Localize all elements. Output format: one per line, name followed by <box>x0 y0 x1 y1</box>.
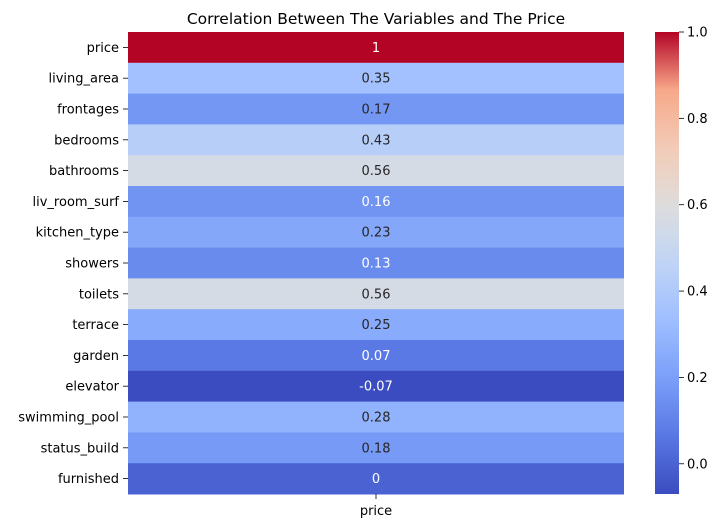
heatmap-cell-showers <box>128 247 624 279</box>
row-label-frontages: frontages <box>57 103 119 118</box>
heatmap-cell-swimming_pool <box>128 401 624 433</box>
row-labels: price living_area frontages bedrooms bathroo… <box>18 41 128 487</box>
heatmap-cell-garden <box>128 340 624 372</box>
row-label-bathrooms: bathrooms <box>49 164 119 179</box>
row-label-garden: garden <box>73 349 119 364</box>
heatmap-cell-bathrooms <box>128 155 624 187</box>
cell-annotation-kitchen_type: 0.23 <box>362 226 391 241</box>
row-label-showers: showers <box>65 257 119 272</box>
cell-annotation-bathrooms: 0.56 <box>362 164 391 179</box>
cell-annotation-liv_room_surf: 0.16 <box>362 195 391 210</box>
row-label-price: price <box>87 41 119 56</box>
heatmap-cell-kitchen_type <box>128 216 624 249</box>
chart-title: Correlation Between The Variables and Th… <box>187 10 565 28</box>
cell-annotation-bedrooms: 0.43 <box>362 133 391 148</box>
row-label-status_build: status_build <box>41 441 119 456</box>
colorbar-tick-label: 1.0 <box>687 26 708 41</box>
heatmap-cell-furnished <box>128 463 624 495</box>
cell-annotation-frontages: 0.17 <box>362 103 391 118</box>
row-label-terrace: terrace <box>72 318 119 333</box>
cell-annotation-toilets: 0.56 <box>362 287 391 302</box>
cell-annotation-elevator: -0.07 <box>359 380 393 395</box>
row-label-furnished: furnished <box>58 472 119 487</box>
row-label-toilets: toilets <box>79 287 119 302</box>
colorbar-tick-label: 0.6 <box>687 198 708 213</box>
heatmap-cell-bedrooms <box>128 124 624 156</box>
heatmap-cell-liv_room_surf <box>128 186 624 218</box>
colorbar-tick-label: 0.2 <box>687 371 708 386</box>
cell-annotation-showers: 0.13 <box>362 257 391 272</box>
row-label-elevator: elevator <box>65 380 119 395</box>
cell-annotation-status_build: 0.18 <box>362 441 391 456</box>
cell-annotation-swimming_pool: 0.28 <box>362 411 391 426</box>
cell-annotation-terrace: 0.25 <box>362 318 391 333</box>
heatmap-cell-frontages <box>128 93 624 125</box>
heatmap-cells: 1 0.35 0.17 0.43 0.56 0.16 0.23 0.13 0.56 0.25 0.0… <box>128 32 624 495</box>
row-label-kitchen_type: kitchen_type <box>36 226 119 241</box>
column-labels: price <box>360 494 392 519</box>
cell-annotation-living_area: 0.35 <box>362 72 391 87</box>
heatmap-cell-price <box>128 32 624 64</box>
heatmap-cell-status_build <box>128 432 624 464</box>
column-label-price: price <box>360 504 392 519</box>
colorbar-tick-label: 0.4 <box>687 285 708 300</box>
row-label-liv_room_surf: liv_room_surf <box>33 195 120 210</box>
row-label-bedrooms: bedrooms <box>54 133 119 148</box>
colorbar: 0.0 0.2 0.4 0.6 0.8 1.0 <box>655 26 708 494</box>
cell-annotation-furnished: 0 <box>372 472 380 487</box>
colorbar-tick-label: 0.0 <box>687 457 708 472</box>
cell-annotation-garden: 0.07 <box>362 349 391 364</box>
row-label-living_area: living_area <box>48 72 119 87</box>
colorbar-gradient <box>655 32 679 494</box>
heatmap-cell-terrace <box>128 309 624 341</box>
heatmap-cell-living_area <box>128 62 624 95</box>
row-label-swimming_pool: swimming_pool <box>18 411 119 426</box>
colorbar-tick-label: 0.8 <box>687 112 708 127</box>
heatmap-cell-toilets <box>128 278 624 310</box>
heatmap-cell-elevator <box>128 370 624 403</box>
cell-annotation-price: 1 <box>372 41 380 56</box>
